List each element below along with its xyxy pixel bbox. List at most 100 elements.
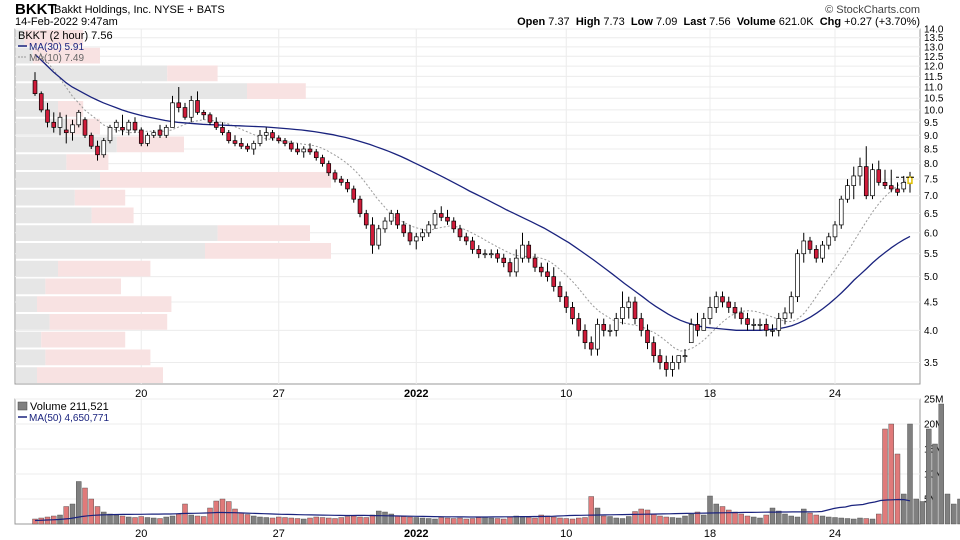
price-y-tick-label: 4.0 [924, 326, 938, 337]
candlestick [326, 160, 332, 176]
volume-bar [319, 517, 326, 525]
volume-bar [407, 516, 413, 525]
volume-bar [882, 428, 888, 525]
candlestick [251, 140, 257, 155]
low-label: Low [630, 16, 653, 28]
candlestick [695, 312, 700, 337]
candlestick [601, 318, 607, 337]
candle-body [107, 127, 113, 142]
candle-body [320, 157, 325, 164]
volume-bar [369, 514, 376, 525]
candle-body [888, 185, 894, 190]
candlestick [157, 124, 163, 138]
price-y-tick-label: 13.0 [924, 42, 944, 53]
volume-by-price-down-bar [91, 207, 134, 224]
volume-bar [401, 516, 407, 525]
price-panel[interactable]: 3.5 4.0 4.5 5.0 5.5 6.0 6.5 7.0 7.5 8.0 8.5 9.0 9.5 1… [14, 25, 960, 401]
candlestick [638, 312, 644, 337]
volume-bar [301, 518, 307, 525]
candle-body [338, 178, 344, 183]
candlestick [626, 296, 632, 319]
volume-bar [863, 518, 869, 525]
candlestick [51, 112, 57, 133]
volume-bar [282, 517, 288, 525]
candlestick [413, 232, 419, 250]
volume-bar [276, 516, 282, 525]
candlestick [788, 291, 794, 319]
volume-bar [469, 518, 476, 525]
volume-bar [807, 512, 813, 525]
candlestick [238, 137, 244, 150]
candle-body [232, 140, 238, 144]
candlestick [726, 296, 732, 313]
candlestick [470, 236, 475, 254]
price-y-tick-label: 10.5 [924, 94, 944, 105]
volume-bar [838, 517, 844, 525]
candle-body [388, 213, 394, 222]
volume-by-price-down-bar [24, 30, 84, 46]
volume-by-price-up-bar [16, 225, 218, 241]
volume-bar [657, 515, 663, 525]
price-x-tick-label: 2022 [404, 388, 428, 400]
candle-body [595, 324, 600, 350]
volume-bar [944, 493, 951, 525]
candlestick [382, 217, 388, 233]
candle-body [438, 213, 444, 218]
volume-by-price-up-bar [16, 154, 67, 170]
volume-x-tick-label: 27 [273, 528, 285, 540]
candle-body [570, 307, 575, 319]
candle-body [682, 355, 688, 358]
candlestick [426, 221, 432, 237]
chart-header: BKKT Bakkt Holdings, Inc. NYSE + BATS 14… [0, 0, 960, 28]
volume-bar [251, 515, 257, 525]
volume-bar [782, 513, 788, 525]
volume-bar [794, 516, 801, 525]
candlestick [38, 91, 44, 113]
volume-bar [888, 423, 894, 525]
price-y-tick-label: 5.0 [924, 272, 938, 283]
volume-bar [344, 516, 351, 525]
volume-bar [426, 518, 432, 525]
candlestick [738, 307, 744, 325]
candle-body [526, 244, 532, 259]
volume-bar [163, 516, 169, 525]
candlestick [145, 132, 150, 147]
price-y-tick-label: 12.5 [924, 52, 944, 63]
volume-bar [707, 495, 713, 525]
volume-by-price-up-bar [16, 207, 92, 224]
candlestick [563, 291, 569, 313]
candle-body [382, 220, 388, 230]
volume-panel[interactable]: 2027202210182431Feb7145M10M15M20M25MVolu… [14, 395, 960, 540]
candlestick [263, 127, 269, 141]
candlestick [488, 249, 494, 259]
volume-bar [388, 513, 394, 525]
chg-label: Chg [819, 16, 842, 28]
candlestick [107, 124, 113, 144]
volume-bar [326, 517, 332, 525]
volume-bar [194, 515, 201, 525]
high-value: 7.73 [603, 16, 625, 28]
volume-bar [476, 517, 482, 525]
volume-bar [676, 517, 682, 525]
candle-body [488, 253, 494, 256]
volume-bar [263, 517, 269, 525]
candlestick [551, 267, 557, 292]
candle-body [138, 129, 144, 144]
volume-label: Volume [736, 16, 776, 28]
volume-by-price-up-bar [16, 243, 205, 259]
candlestick [513, 249, 519, 277]
candlestick [376, 224, 382, 250]
volume-by-price-down-bar [247, 83, 306, 99]
candlestick [63, 114, 69, 144]
volume-bar [682, 515, 688, 525]
candle-body [263, 132, 269, 136]
candle-body [95, 145, 100, 156]
candle-body [332, 172, 338, 180]
candle-body [457, 228, 463, 238]
volume-by-price-down-bar [66, 154, 109, 170]
volume-bar [544, 515, 551, 525]
volume-bar [238, 512, 244, 525]
volume-bar [432, 518, 438, 525]
volume-bar [119, 515, 126, 525]
